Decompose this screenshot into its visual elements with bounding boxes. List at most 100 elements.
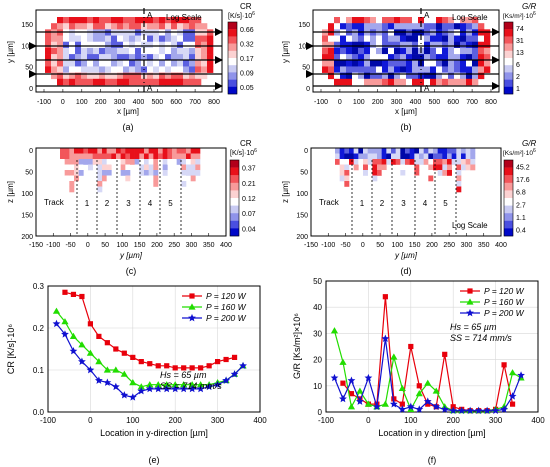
annotation-hs: Hs = 65 µm (160, 370, 207, 380)
heatmap-cell (159, 23, 166, 30)
heatmap-cell (97, 181, 103, 187)
heatmap-cell (111, 35, 118, 43)
y-tick-label: 100 (21, 191, 33, 198)
heatmap-cell (129, 47, 136, 55)
heatmap-cell (430, 41, 437, 49)
x-tick-label: 150 (134, 242, 146, 249)
colorbar-unit-exp: 6 (252, 11, 255, 17)
heatmap-cell (433, 148, 438, 154)
heatmap-cell (190, 164, 196, 171)
heatmap-cell (111, 148, 117, 154)
heatmap-cell (448, 35, 455, 43)
heatmap-cell (171, 17, 178, 24)
heatmap-cell (117, 60, 124, 67)
heatmap-cell (88, 153, 93, 160)
heatmap-cell (99, 72, 106, 80)
heatmap-cell (470, 164, 476, 171)
heatmap-cell (74, 148, 79, 154)
colorbar-tick-label: 0.04 (242, 226, 256, 233)
heatmap-cell (409, 153, 415, 160)
heatmap-cell (69, 60, 76, 67)
heatmap-cell (153, 181, 159, 187)
heatmap-cell (335, 153, 340, 160)
heatmap-cell (436, 41, 443, 49)
heatmap-cell (412, 72, 419, 80)
x-tick-label: 600 (170, 99, 182, 106)
heatmap-cell (424, 60, 431, 67)
colorbar-swatch (228, 22, 237, 30)
legend-label: P = 200 W (484, 308, 525, 318)
colorbar-title: G/R (522, 2, 536, 11)
colorbar-swatch (230, 198, 239, 206)
heatmap-cell (447, 159, 452, 165)
y-tick-label: 50 (302, 65, 310, 72)
data-point-triangle (95, 358, 103, 365)
y-tick-label: 100 (21, 43, 33, 50)
heatmap-cell (358, 17, 365, 24)
heatmap-cell (454, 72, 461, 80)
heatmap-cell (93, 23, 100, 30)
heatmap-cell (430, 66, 437, 73)
heatmap-cell (430, 35, 437, 43)
data-point-star (415, 405, 424, 413)
heatmap-cell (466, 54, 473, 61)
heatmap-cell (171, 66, 178, 73)
heatmap-cell (81, 72, 88, 80)
colorbar-tick-label: 31 (516, 38, 524, 45)
heatmap-cell (364, 66, 371, 73)
data-point-square (70, 291, 77, 297)
heatmap-cell (123, 41, 130, 49)
heatmap-cell (382, 54, 389, 61)
y-tick-label: 150 (296, 213, 308, 220)
heatmap-cell (129, 23, 136, 30)
series-star (52, 319, 247, 401)
heatmap-cell (186, 159, 191, 165)
heatmap-cell (51, 54, 58, 61)
heatmap-cell (147, 17, 154, 24)
data-point-square (198, 365, 204, 371)
x-tick-label: 100 (76, 99, 88, 106)
x-tick-label: 400 (253, 416, 267, 425)
heatmap-cell (328, 60, 335, 67)
heatmap-cell (460, 54, 467, 61)
heatmap-cell (129, 17, 136, 24)
data-point-triangle (137, 383, 145, 390)
heatmap-cell (183, 78, 190, 86)
heatmap-cell (45, 35, 52, 43)
heatmap-cell (472, 72, 479, 80)
heatmap-cell (181, 181, 187, 187)
heatmap-cell (352, 54, 359, 61)
heatmap-cell (358, 66, 365, 73)
heatmap-cell (117, 78, 124, 86)
heatmap-cell (448, 47, 455, 55)
heatmap-cell (102, 170, 107, 176)
data-point-triangle (146, 381, 154, 388)
heatmap-cell (69, 35, 76, 43)
heatmap-cell (177, 41, 184, 49)
heatmap-cell (183, 41, 190, 49)
heatmap-cell (102, 148, 107, 154)
heatmap-cell (183, 47, 190, 55)
x-tick-label: 400 (133, 99, 145, 106)
heatmap-cell (153, 41, 160, 49)
heatmap-cell (340, 78, 347, 86)
heatmap-cell (111, 72, 118, 80)
data-point-star (474, 406, 483, 415)
heatmap-cell (346, 54, 353, 61)
heatmap-cell (159, 72, 166, 80)
x-tick-labels: -100 0 100 200 300 400 500 600 700 800 (37, 89, 220, 106)
heatmap-cell (97, 175, 103, 182)
heatmap-cell (472, 60, 479, 67)
heatmap-cell (367, 153, 373, 160)
heatmap-cell (144, 159, 149, 165)
heatmap-cell (117, 66, 124, 73)
heatmap-cell (372, 148, 378, 154)
heatmap-cell (83, 148, 89, 154)
heatmap-cell (456, 148, 462, 154)
heatmap-cell (120, 170, 126, 176)
heatmap-cell (63, 17, 70, 24)
section-label-bottom: A (424, 84, 430, 93)
heatmap-cell (51, 35, 58, 43)
data-point-square (231, 354, 238, 360)
